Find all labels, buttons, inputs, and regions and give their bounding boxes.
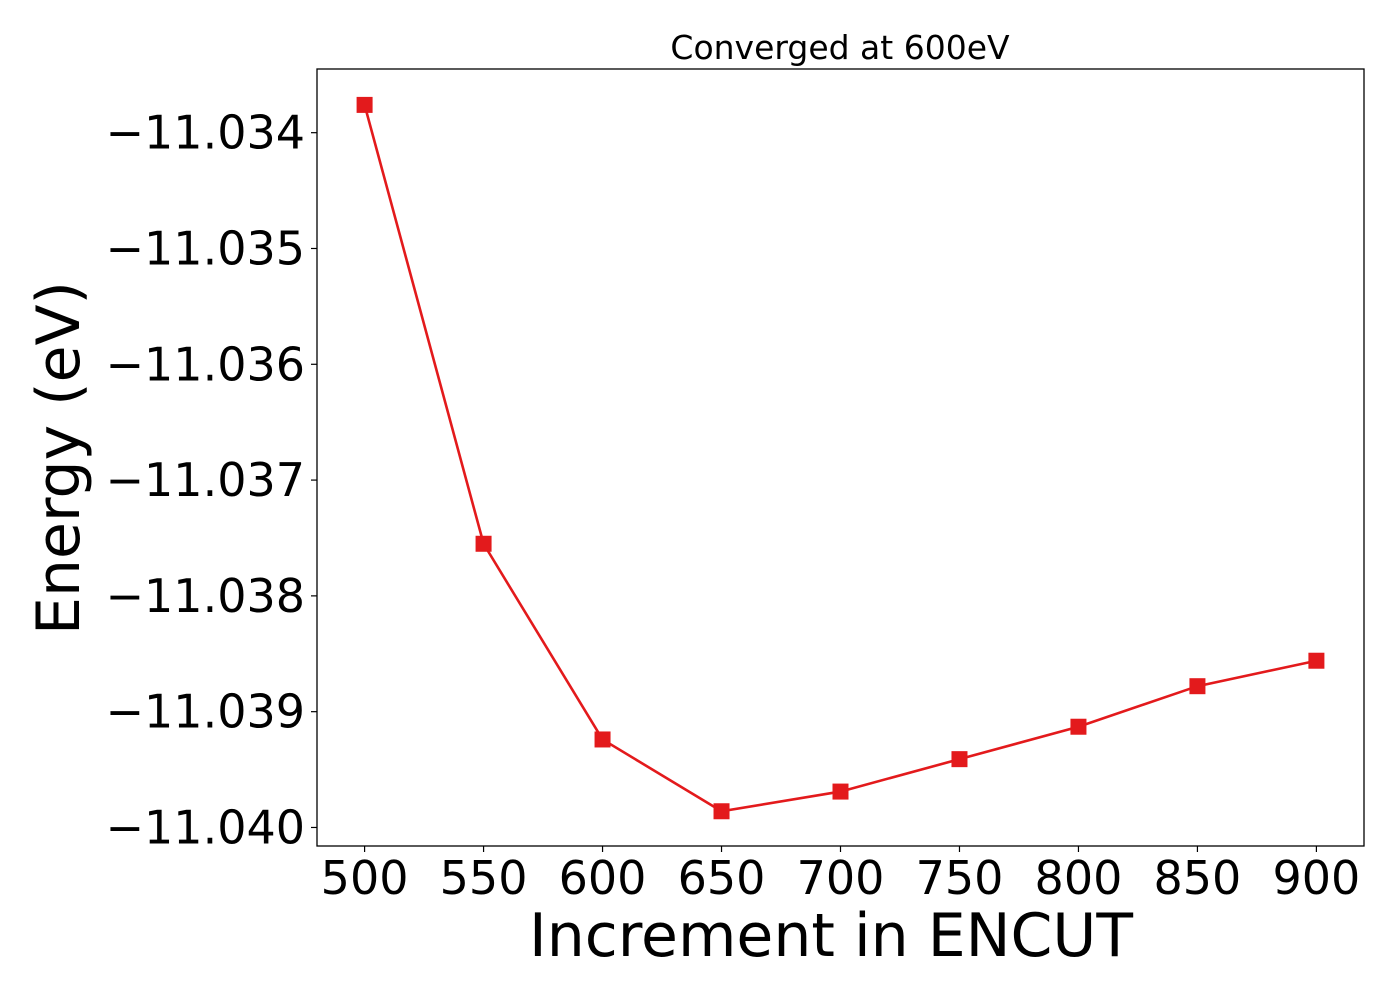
- x-tick-label: 850: [1154, 851, 1242, 905]
- x-tick-label: 650: [678, 851, 766, 905]
- x-tick-label: 700: [797, 851, 885, 905]
- y-tick-label: −11.037: [106, 453, 306, 507]
- data-point-marker: [1308, 652, 1325, 669]
- data-point-marker: [475, 535, 492, 552]
- x-tick-label: 550: [440, 851, 528, 905]
- data-point-marker: [1189, 678, 1206, 695]
- x-tick-label: 750: [916, 851, 1004, 905]
- plot-area: 500 550 600 650 700 750 800 850 900 −11.034 −11.03…: [106, 68, 1365, 905]
- y-tick-label: −11.039: [106, 685, 306, 739]
- y-tick-label: −11.034: [106, 106, 306, 160]
- data-point-marker: [1070, 718, 1087, 735]
- x-tick-label: 800: [1035, 851, 1123, 905]
- x-tick-label: 600: [559, 851, 647, 905]
- x-axis-label: Increment in ENCUT: [529, 901, 1133, 971]
- data-point-marker: [356, 96, 373, 113]
- y-tick-label: −11.036: [106, 337, 306, 391]
- y-axis-label: Energy (eV): [24, 281, 94, 635]
- chart-title: Converged at 600eV: [670, 28, 1010, 67]
- data-point-marker: [713, 803, 730, 820]
- data-point-marker: [951, 751, 968, 768]
- data-point-marker: [594, 731, 611, 748]
- y-tick-label: −11.040: [106, 800, 306, 854]
- x-tick-label: 900: [1273, 851, 1361, 905]
- y-tick-label: −11.038: [106, 569, 306, 623]
- x-tick-label: 500: [321, 851, 409, 905]
- data-point-marker: [832, 783, 849, 800]
- y-tick-label: −11.035: [106, 221, 306, 275]
